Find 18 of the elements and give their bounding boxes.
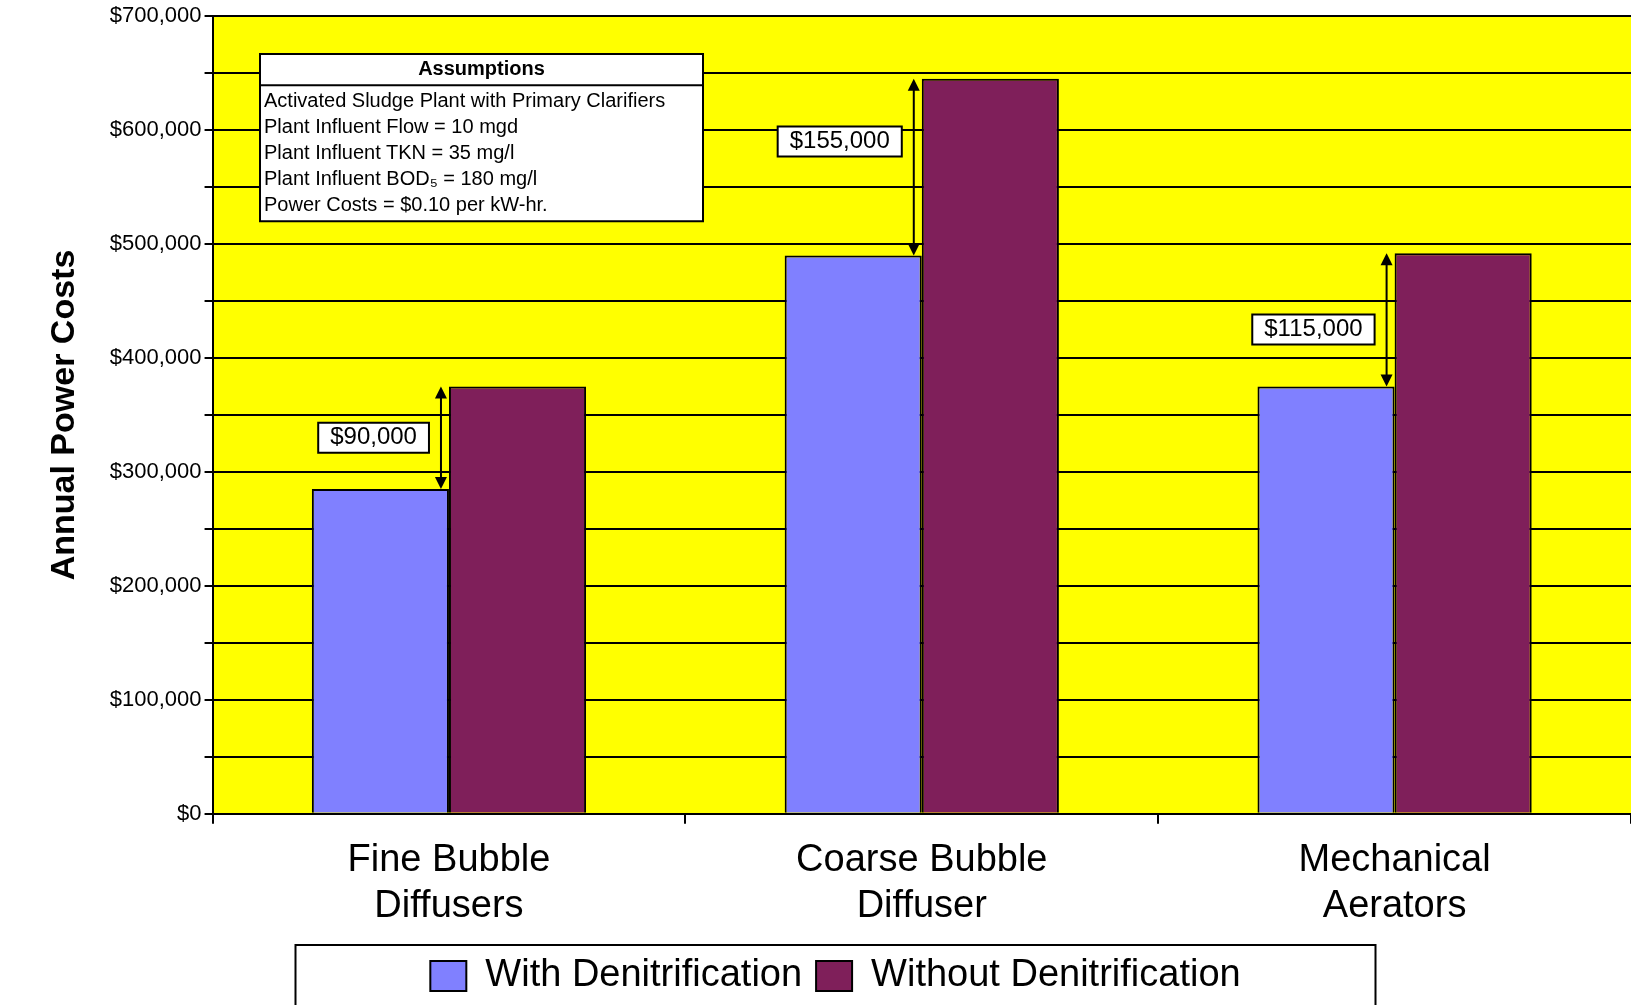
y-tick-label: $100,000 [109, 685, 202, 711]
x-tick-label: Mechanical Aerators [1298, 837, 1491, 925]
y-tick-label: $600,000 [109, 116, 202, 142]
y-tick-label: $400,000 [109, 344, 202, 370]
y-tick-label: $0 [177, 799, 202, 825]
y-tick-label: $500,000 [109, 230, 202, 256]
y-tick-label: $200,000 [109, 571, 202, 597]
annotation: $115,000 [1264, 314, 1363, 342]
annotation: $155,000 [789, 126, 890, 154]
annotation: $90,000 [330, 422, 417, 450]
annotation: Assumptions Activated Sludge Plant with Primary Clarifiers Plant Influent Flow = 10 mgd Plant Influent TKN = 35 mg/l Plant Influent BOD₅ = 180 mg/l Power Costs = $0.10 per kW-hr. [264, 57, 666, 215]
y-axis-title: Annual Power Costs [42, 249, 81, 581]
legend-label: Without Denitrification [871, 952, 1241, 995]
x-tick-label: Fine Bubble Diffusers [347, 837, 551, 925]
x-tick-label: Coarse Bubble Diffuser [796, 837, 1048, 925]
y-tick-label: $300,000 [109, 458, 202, 484]
y-tick-label: $700,000 [109, 2, 202, 28]
legend-label: With Denitrification [485, 952, 803, 995]
